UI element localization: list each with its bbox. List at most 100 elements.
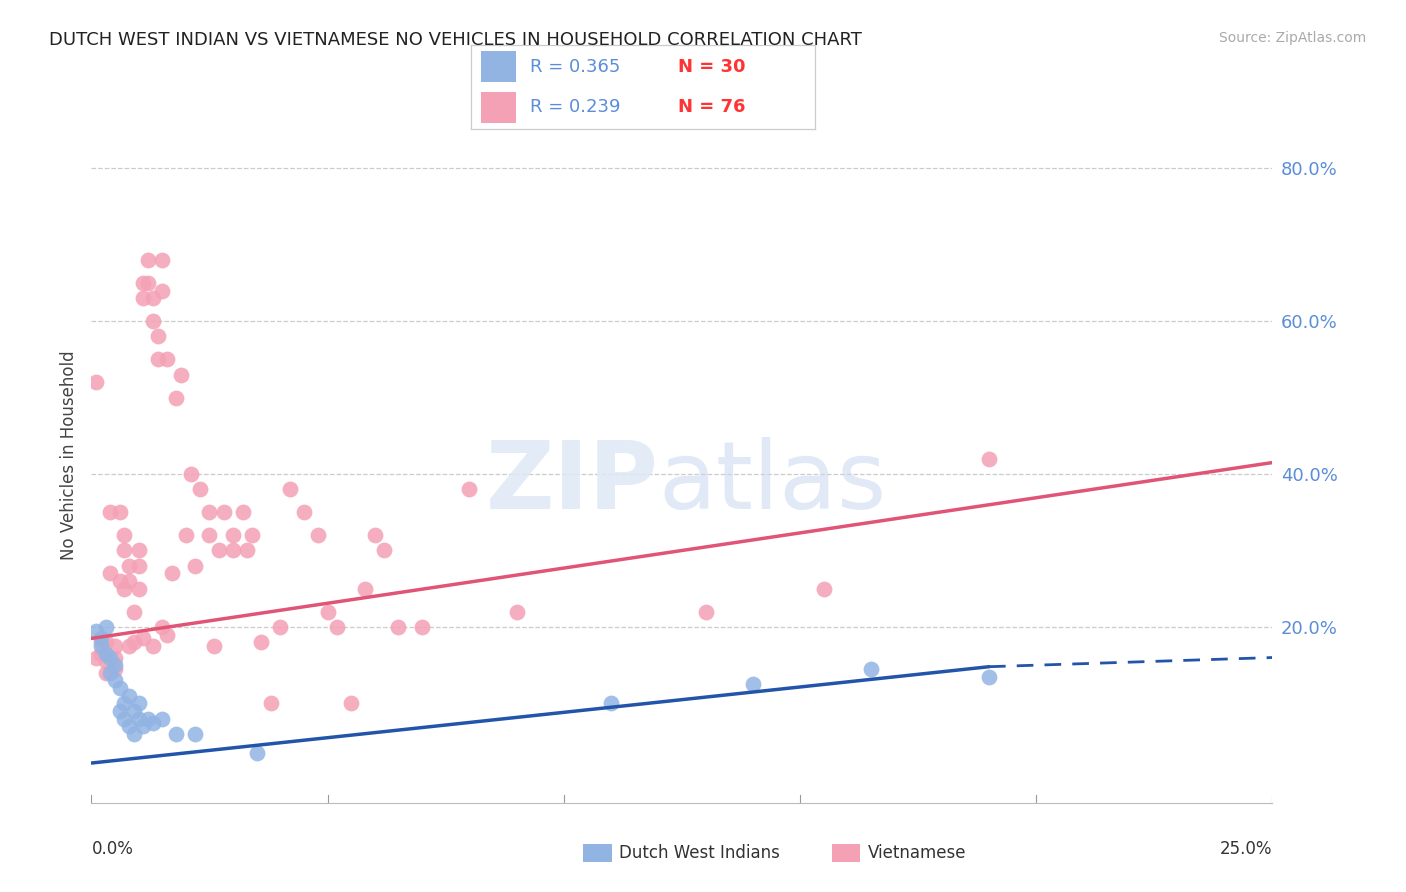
Point	[128, 582, 150, 596]
Point	[114, 543, 136, 558]
Point	[165, 391, 187, 405]
Point	[240, 528, 263, 542]
Point	[108, 505, 131, 519]
Point	[600, 697, 623, 711]
Point	[90, 647, 112, 661]
Point	[98, 650, 121, 665]
Point	[387, 620, 409, 634]
Text: ZIP: ZIP	[485, 437, 658, 529]
Point	[108, 681, 131, 695]
Point	[114, 528, 136, 542]
Point	[84, 650, 107, 665]
Bar	[481, 52, 516, 82]
Point	[208, 543, 231, 558]
Point	[114, 697, 136, 711]
Point	[118, 558, 141, 573]
Point	[160, 566, 183, 581]
Point	[184, 558, 207, 573]
Point	[307, 528, 329, 542]
Point	[269, 620, 291, 634]
Point	[174, 528, 197, 542]
Point	[156, 627, 179, 641]
Point	[104, 662, 127, 676]
Point	[741, 677, 763, 691]
Point	[104, 673, 127, 688]
Text: DUTCH WEST INDIAN VS VIETNAMESE NO VEHICLES IN HOUSEHOLD CORRELATION CHART: DUTCH WEST INDIAN VS VIETNAMESE NO VEHIC…	[49, 31, 862, 49]
Text: Vietnamese: Vietnamese	[868, 844, 966, 862]
Point	[114, 712, 136, 726]
Point	[326, 620, 349, 634]
Point	[180, 467, 202, 481]
Point	[108, 574, 131, 588]
Point	[260, 697, 283, 711]
Point	[132, 291, 155, 305]
Point	[373, 543, 395, 558]
Text: N = 30: N = 30	[678, 58, 745, 76]
Point	[142, 291, 165, 305]
Point	[250, 635, 273, 649]
Point	[150, 252, 173, 267]
Point	[198, 505, 221, 519]
Point	[170, 368, 193, 382]
Point	[977, 670, 1000, 684]
Point	[128, 558, 150, 573]
Text: Dutch West Indians: Dutch West Indians	[619, 844, 779, 862]
Point	[150, 712, 173, 726]
Point	[505, 605, 527, 619]
Text: N = 76: N = 76	[678, 98, 745, 116]
Point	[316, 605, 339, 619]
Point	[94, 665, 117, 680]
Point	[98, 505, 121, 519]
Y-axis label: No Vehicles in Household: No Vehicles in Household	[59, 350, 77, 560]
Point	[118, 574, 141, 588]
Point	[198, 528, 221, 542]
Point	[132, 276, 155, 290]
Point	[859, 662, 882, 676]
Point	[94, 635, 117, 649]
Point	[184, 727, 207, 741]
Point	[104, 650, 127, 665]
Point	[695, 605, 717, 619]
Point	[150, 620, 173, 634]
Point	[122, 605, 145, 619]
Point	[188, 483, 211, 497]
Point	[202, 639, 225, 653]
Point	[212, 505, 235, 519]
Point	[142, 639, 165, 653]
Point	[128, 712, 150, 726]
Point	[118, 689, 141, 703]
Point	[94, 654, 117, 668]
Point	[278, 483, 301, 497]
Point	[104, 639, 127, 653]
Text: 25.0%: 25.0%	[1220, 840, 1272, 858]
Point	[146, 329, 169, 343]
Point	[222, 528, 245, 542]
Point	[411, 620, 433, 634]
Point	[114, 582, 136, 596]
Point	[146, 352, 169, 367]
Point	[94, 647, 117, 661]
Point	[108, 704, 131, 718]
Point	[340, 697, 363, 711]
Point	[84, 376, 107, 390]
Text: R = 0.365: R = 0.365	[530, 58, 620, 76]
Point	[156, 352, 179, 367]
Point	[128, 697, 150, 711]
Point	[98, 566, 121, 581]
Point	[132, 719, 155, 733]
Text: Source: ZipAtlas.com: Source: ZipAtlas.com	[1219, 31, 1367, 45]
Point	[354, 582, 377, 596]
Point	[98, 665, 121, 680]
Point	[222, 543, 245, 558]
Bar	[481, 92, 516, 122]
Point	[364, 528, 387, 542]
Point	[90, 632, 112, 646]
Text: atlas: atlas	[658, 437, 887, 529]
Point	[165, 727, 187, 741]
Point	[136, 276, 159, 290]
Point	[977, 451, 1000, 466]
Point	[232, 505, 254, 519]
Point	[136, 712, 159, 726]
Point	[142, 715, 165, 730]
Point	[90, 639, 112, 653]
